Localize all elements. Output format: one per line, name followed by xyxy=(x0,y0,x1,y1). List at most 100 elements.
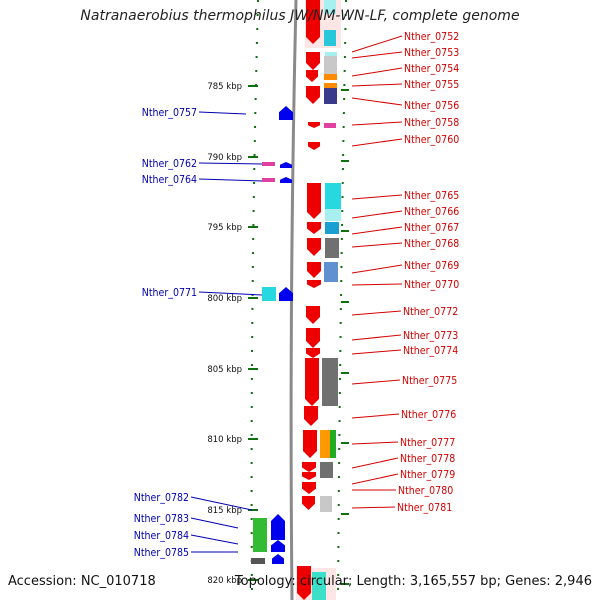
gene-label-right: Nther_0754 xyxy=(404,63,459,75)
gene-block xyxy=(320,430,332,458)
reverse-gene-arrow xyxy=(305,358,319,406)
gene-label-left: Nther_0762 xyxy=(142,158,197,170)
right-label-leader xyxy=(351,379,401,385)
forward-gene-arrow xyxy=(272,554,284,564)
reverse-gene-arrow xyxy=(303,430,317,458)
left-label-leader xyxy=(198,111,247,115)
gene-block xyxy=(324,74,337,80)
gene-features xyxy=(251,0,341,600)
gene-block xyxy=(324,0,336,14)
gene-label-right: Nther_0775 xyxy=(402,375,457,387)
reverse-gene-arrow xyxy=(302,496,315,510)
outer-ring-left xyxy=(250,0,259,600)
reverse-gene-arrow xyxy=(307,238,321,256)
forward-gene-arrow xyxy=(280,177,292,183)
gene-block xyxy=(320,462,333,478)
kbp-label: 785 kbp xyxy=(207,82,242,92)
reverse-gene-arrow xyxy=(302,482,316,494)
right-label-leader xyxy=(351,473,399,485)
gene-labels: Nther_0752 Nther_0753 Nther_0754 Nther_0755… xyxy=(134,31,459,559)
gene-label-right: Nther_0774 xyxy=(403,345,458,357)
right-label-leader xyxy=(351,35,403,53)
gene-block xyxy=(320,496,332,512)
reverse-gene-arrow xyxy=(306,52,320,70)
gene-label-right: Nther_0776 xyxy=(401,409,456,421)
left-label-leader xyxy=(190,496,253,511)
gene-block xyxy=(325,52,337,58)
reverse-gene-arrow xyxy=(306,70,318,82)
reverse-gene-arrow xyxy=(302,462,316,472)
right-label-leader xyxy=(351,413,400,419)
gene-block xyxy=(330,430,336,458)
gene-block xyxy=(322,358,338,406)
right-label-leader xyxy=(351,194,403,200)
reverse-gene-arrow xyxy=(297,566,311,600)
kbp-label: 805 kbp xyxy=(207,365,242,375)
gene-label-right: Nther_0772 xyxy=(403,306,458,318)
forward-gene-arrow xyxy=(271,514,285,540)
gene-label-right: Nther_0766 xyxy=(404,206,459,218)
genome-summary-text: Topology: circular; Length: 3,165,557 bp… xyxy=(234,574,592,589)
right-label-leader xyxy=(351,67,403,77)
right-label-leader xyxy=(351,242,403,248)
gene-label-right: Nther_0773 xyxy=(403,330,458,342)
reverse-gene-arrow xyxy=(302,472,316,480)
gene-label-right: Nther_0769 xyxy=(404,260,459,272)
gene-block xyxy=(324,123,336,128)
gene-block xyxy=(251,558,265,564)
gene-label-right: Nther_0760 xyxy=(404,134,459,146)
gene-label-right: Nther_0777 xyxy=(400,437,455,449)
right-label-leader xyxy=(351,138,403,147)
kbp-label: 815 kbp xyxy=(207,506,242,516)
kbp-label: 800 kbp xyxy=(207,294,242,304)
gene-label-right: Nther_0753 xyxy=(404,47,459,59)
genome-title: Natranaerobius thermophilus JW/NM-WN-LF,… xyxy=(80,8,520,24)
gene-label-right: Nther_0768 xyxy=(404,238,459,250)
gene-label-right: Nther_0780 xyxy=(398,485,453,497)
kbp-label: 790 kbp xyxy=(207,153,242,163)
gene-block xyxy=(253,518,267,552)
gene-label-right: Nther_0765 xyxy=(404,190,459,202)
reverse-gene-arrow xyxy=(306,328,320,348)
forward-gene-arrow xyxy=(279,287,293,301)
gene-label-right: Nther_0781 xyxy=(397,502,452,514)
reverse-gene-arrow xyxy=(307,222,321,234)
left-label-leader xyxy=(198,178,263,182)
reverse-gene-arrow xyxy=(307,280,321,288)
right-label-leader xyxy=(351,210,403,219)
right-label-leader xyxy=(351,349,402,355)
gene-label-right: Nther_0758 xyxy=(404,117,459,129)
right-label-leader xyxy=(351,97,403,106)
reverse-gene-arrow xyxy=(306,0,320,44)
reverse-gene-arrow xyxy=(308,122,320,128)
reverse-gene-arrow xyxy=(306,86,320,104)
gene-label-right: Nther_0755 xyxy=(404,79,459,91)
reverse-gene-arrow xyxy=(307,262,321,278)
gene-label-right: Nther_0767 xyxy=(404,222,459,234)
right-label-leader xyxy=(351,441,399,445)
left-label-leader xyxy=(198,291,263,296)
right-label-leader xyxy=(351,83,403,87)
gene-block xyxy=(262,178,275,182)
right-label-leader xyxy=(351,51,403,59)
right-label-leader xyxy=(351,264,403,274)
forward-gene-arrow xyxy=(271,540,285,552)
gene-label-left: Nther_0784 xyxy=(134,530,189,542)
reverse-gene-arrow xyxy=(306,306,320,324)
reverse-gene-arrow xyxy=(307,183,321,219)
kbp-label: 820 kbp xyxy=(207,576,242,586)
right-label-leader xyxy=(351,506,396,509)
left-label-leader xyxy=(190,534,239,545)
gene-label-left: Nther_0782 xyxy=(134,492,189,504)
right-label-leader xyxy=(351,121,403,126)
accession-text: Accession: NC_010718 xyxy=(8,574,156,589)
gene-label-right: Nther_0778 xyxy=(400,453,455,465)
gene-label-left: Nther_0764 xyxy=(142,174,197,186)
reverse-gene-arrow xyxy=(304,406,318,426)
kbp-ticks: 785 kbp 790 kbp 795 kbp 800 kbp 805 kbp 810 k… xyxy=(207,82,349,586)
kbp-label: 810 kbp xyxy=(207,435,242,445)
forward-gene-arrow xyxy=(280,162,292,168)
gene-block xyxy=(324,30,336,46)
gene-label-left: Nther_0783 xyxy=(134,513,189,525)
